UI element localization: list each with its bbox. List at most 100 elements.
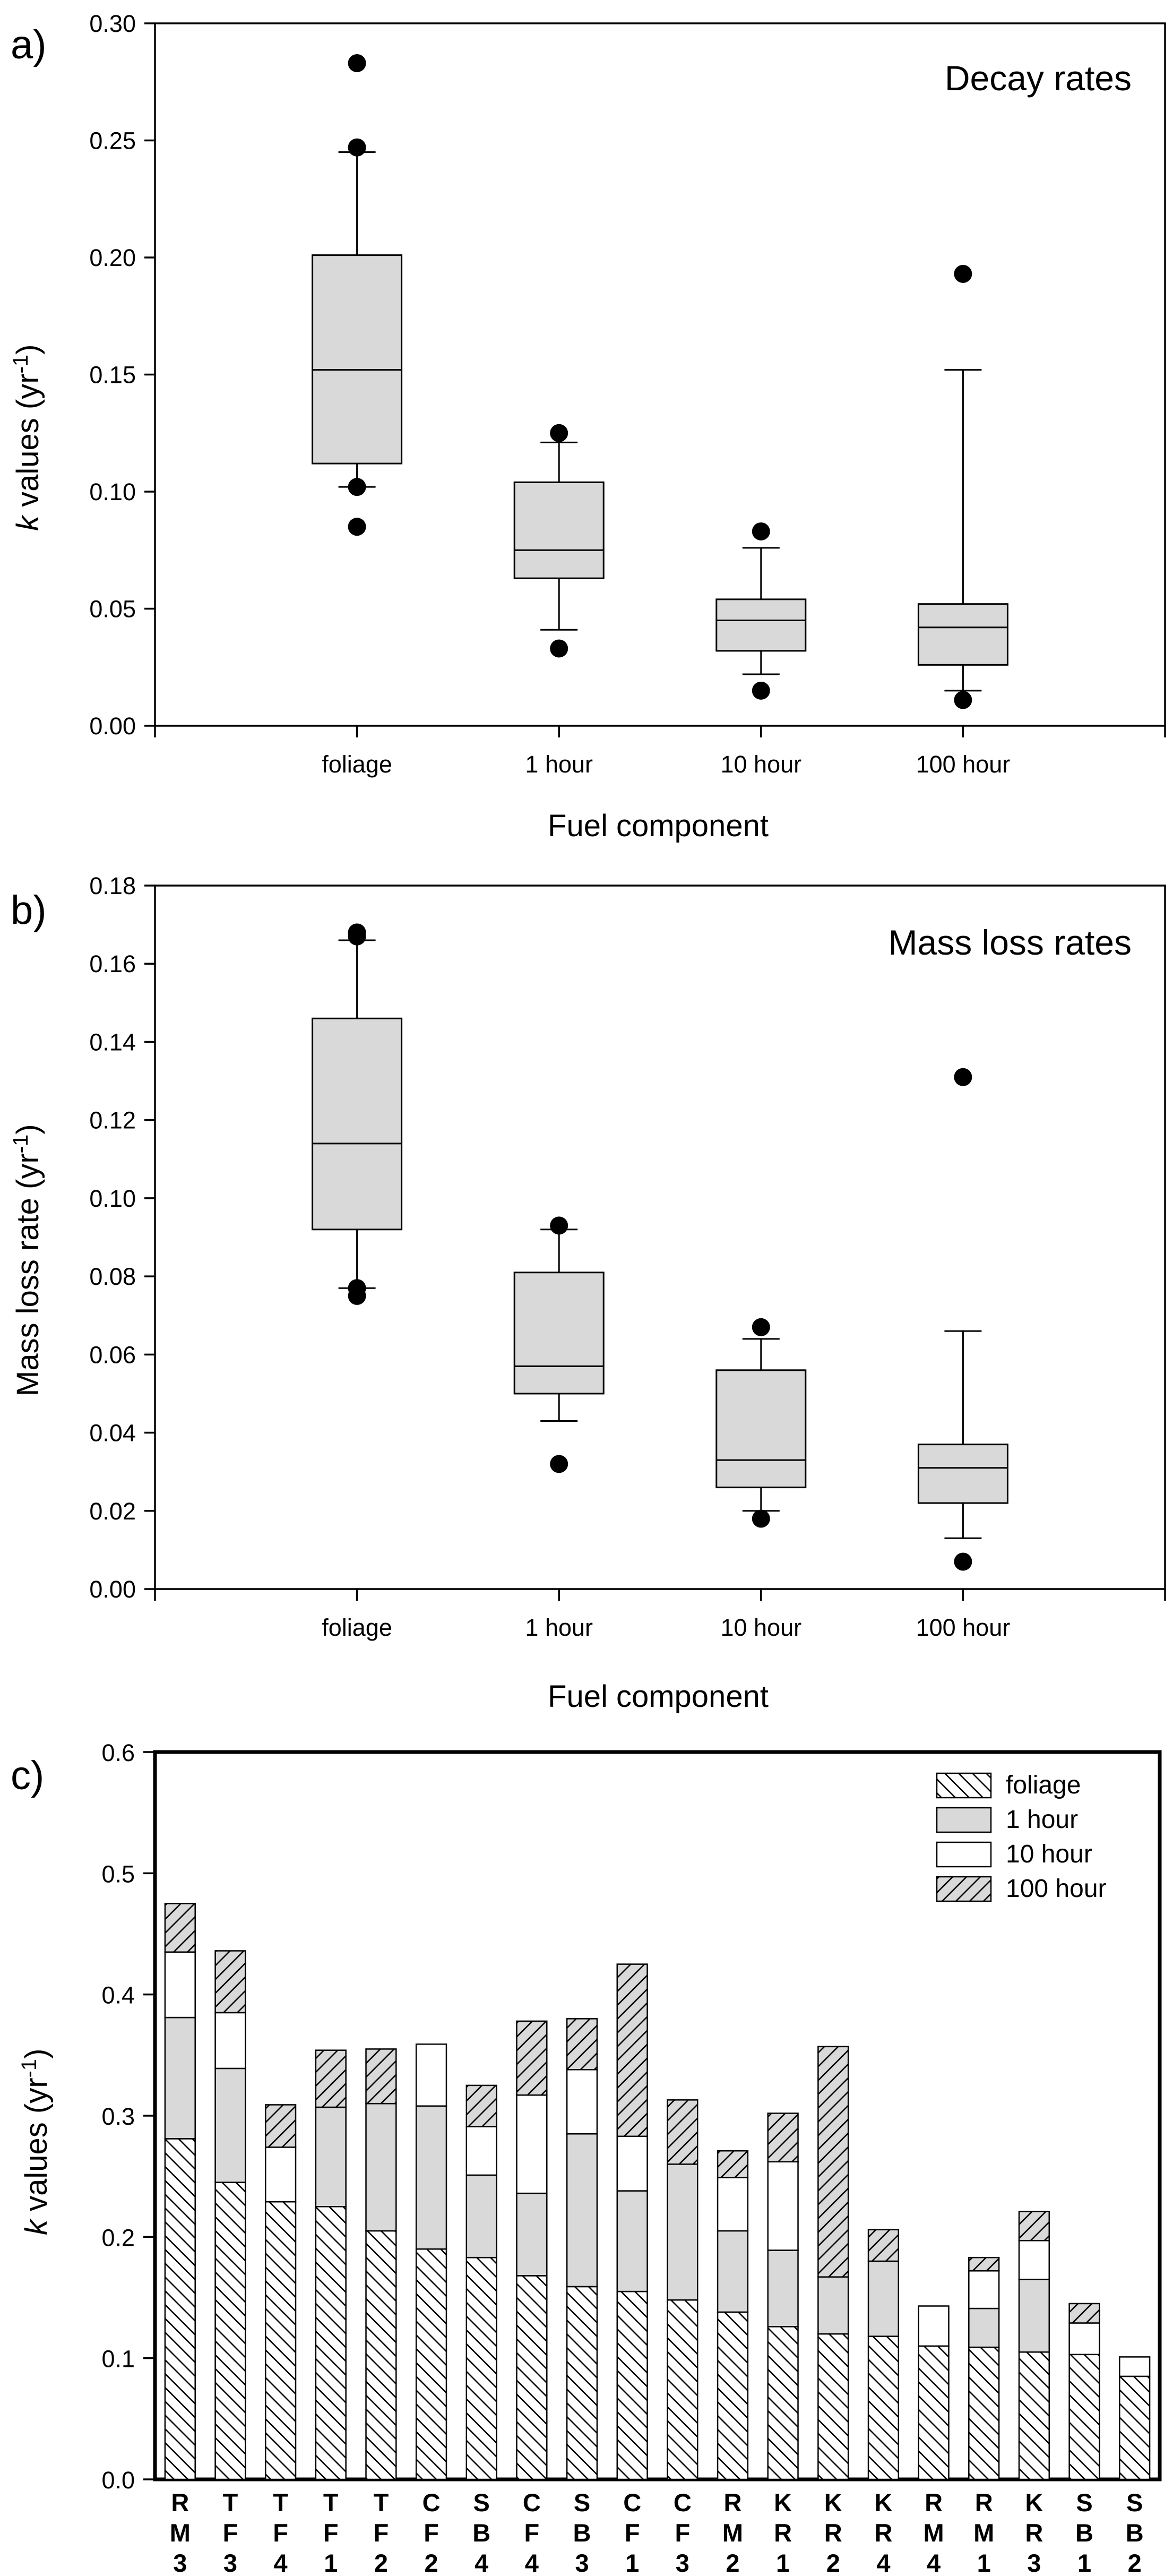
panel-c-bar-segment-foliage: [1018, 2351, 1050, 2480]
panel-c-bar-segment-100-hour: [516, 2020, 548, 2096]
panel-c-x-tick-char: R: [171, 2488, 189, 2517]
panel-c-y-tick-label: 0.0: [101, 2467, 135, 2494]
panel-a-box: [513, 481, 605, 579]
panel-c-bar-segment-10-hour: [214, 2012, 246, 2070]
panel-c-bar-segment-10-hour: [516, 2094, 548, 2194]
panel-c-x-tick-char: 2: [826, 2549, 840, 2576]
panel-c-x-tick-char: F: [223, 2519, 238, 2547]
panel-c-x-tick-char: M: [923, 2519, 944, 2547]
panel-c-y-tick-label: 0.6: [101, 1739, 135, 1766]
panel-c-x-tick-char: T: [323, 2488, 339, 2517]
panel-b-ylabel-close: ): [11, 1124, 45, 1134]
panel-a-ylabel-text: values (: [11, 399, 45, 516]
panel-c-x-tick-char: T: [223, 2488, 238, 2517]
panel-c-x-tick-char: B: [1075, 2519, 1093, 2547]
panel-c-bar-segment-foliage: [415, 2248, 447, 2480]
panel-c-bar-segment-foliage: [164, 2138, 196, 2480]
panel-c-legend-label: 100 hour: [1006, 1875, 1107, 1903]
panel-c-bar-segment-10-hour: [918, 2305, 950, 2347]
panel-c-bar-segment-foliage: [1119, 2375, 1151, 2480]
panel-a-plot-frame: [154, 22, 1166, 727]
panel-c-stacked-k-values: c) k values (yr-1) 0.0 0.1 0.2 0.3 0.4 0.5 0.6…: [11, 1739, 1162, 2576]
panel-c-x-tick-char: M: [170, 2519, 191, 2547]
panel-c-bar-segment-100-hour: [767, 2113, 799, 2163]
panel-c-x-tick-char: K: [1025, 2488, 1043, 2517]
panel-b-outlier-point: [348, 1279, 366, 1298]
panel-c-bar-segment-100-hour: [315, 2049, 347, 2108]
panel-c-x-tick-char: F: [524, 2519, 540, 2547]
panel-c-x-tick-char: R: [925, 2488, 943, 2517]
panel-a-box: [312, 254, 403, 465]
panel-c-bar-segment-10-hour: [264, 2146, 297, 2203]
panel-b-y-tick-label: 0.06: [89, 1341, 136, 1368]
panel-b-y-tick-label: 0.12: [89, 1107, 136, 1134]
panel-b-x-tick-label: 1 hour: [525, 1614, 593, 1641]
panel-c-x-tick-char: B: [1126, 2519, 1144, 2547]
panel-b-box: [917, 1444, 1008, 1504]
panel-c-bar-segment-foliage: [918, 2345, 950, 2480]
panel-c-y-axis-title: k values (yr-1): [18, 2049, 54, 2235]
panel-c-bar-segment-foliage: [968, 2346, 1000, 2480]
panel-c-x-tick-char: K: [874, 2488, 892, 2517]
panel-c-bar-segment-1-hour: [164, 2016, 196, 2140]
panel-c-bar-segment-100-hour: [968, 2256, 1000, 2272]
panel-b-outlier-point: [954, 1552, 972, 1571]
panel-c-bar-segment-1-hour: [315, 2106, 347, 2208]
panel-a-x-tick-label: 100 hour: [916, 751, 1011, 778]
panel-a-ylabel-unit: yr: [11, 373, 45, 399]
panel-a-x-tick-label: 10 hour: [720, 751, 801, 778]
panel-c-y-tick-label: 0.5: [101, 1860, 135, 1887]
panel-b-plot-frame: [154, 885, 1166, 1590]
panel-c-x-tick-char: 4: [475, 2549, 488, 2576]
panel-c-bar-segment-10-hour: [968, 2270, 1000, 2309]
panel-c-x-tick-char: R: [1025, 2519, 1043, 2547]
panel-b-y-axis-title: Mass loss rate (yr-1): [9, 1124, 45, 1396]
panel-b-outlier-point: [954, 1068, 972, 1086]
panel-a-x-tick-label: foliage: [322, 751, 392, 778]
panel-a-outlier-point: [348, 138, 366, 157]
panel-b-outlier-point: [348, 923, 366, 942]
panel-c-bar-segment-1-hour: [566, 2133, 598, 2288]
panel-c-bar-segment-1-hour: [1018, 2279, 1050, 2353]
panel-c-bar-segment-100-hour: [717, 2150, 749, 2178]
panel-a-decay-rates: a) Decay rates Fuel component k values (…: [9, 10, 1166, 843]
panel-c-bar-segment-1-hour: [516, 2192, 548, 2277]
panel-a-ylabel-close: ): [11, 345, 45, 355]
panel-c-x-tick-char: 1: [977, 2549, 991, 2576]
panel-c-bar-segment-1-hour: [817, 2276, 849, 2335]
panel-a-x-tick-label: 1 hour: [525, 751, 593, 778]
panel-c-ylabel-k: k: [19, 2218, 54, 2235]
panel-c-bar-segment-100-hour: [867, 2229, 900, 2262]
panel-c-bar-segment-10-hour: [465, 2126, 497, 2176]
panel-a-outlier-point: [550, 639, 568, 658]
panel-c-x-tick-char: 3: [676, 2549, 689, 2576]
panel-c-x-tick-char: 4: [525, 2549, 539, 2576]
panel-a-y-tick-label: 0.15: [89, 362, 136, 389]
panel-c-bar-segment-100-hour: [817, 2046, 849, 2278]
panel-a-inset-title: Decay rates: [945, 58, 1132, 98]
panel-c-bar-segment-1-hour: [867, 2260, 900, 2337]
panel-a-y-tick-label: 0.30: [89, 10, 136, 37]
panel-c-bar-segment-1-hour: [717, 2230, 749, 2313]
panel-c-bar-segment-10-hour: [415, 2043, 447, 2107]
panel-b-x-axis-title: Fuel component: [548, 1679, 769, 1714]
panel-c-bar-segment-10-hour: [616, 2135, 648, 2192]
panel-a-outlier-point: [550, 424, 568, 442]
panel-a-y-tick-label: 0.25: [89, 127, 136, 154]
panel-c-bar-segment-foliage: [817, 2333, 849, 2480]
panel-b-y-tick-label: 0.08: [89, 1263, 136, 1290]
panel-b-outlier-point: [550, 1455, 568, 1473]
panel-c-x-tick-char: B: [472, 2519, 490, 2547]
panel-c-bar-segment-10-hour: [1068, 2322, 1100, 2356]
panel-c-x-tick-char: F: [625, 2519, 640, 2547]
panel-c-x-tick-char: F: [273, 2519, 288, 2547]
